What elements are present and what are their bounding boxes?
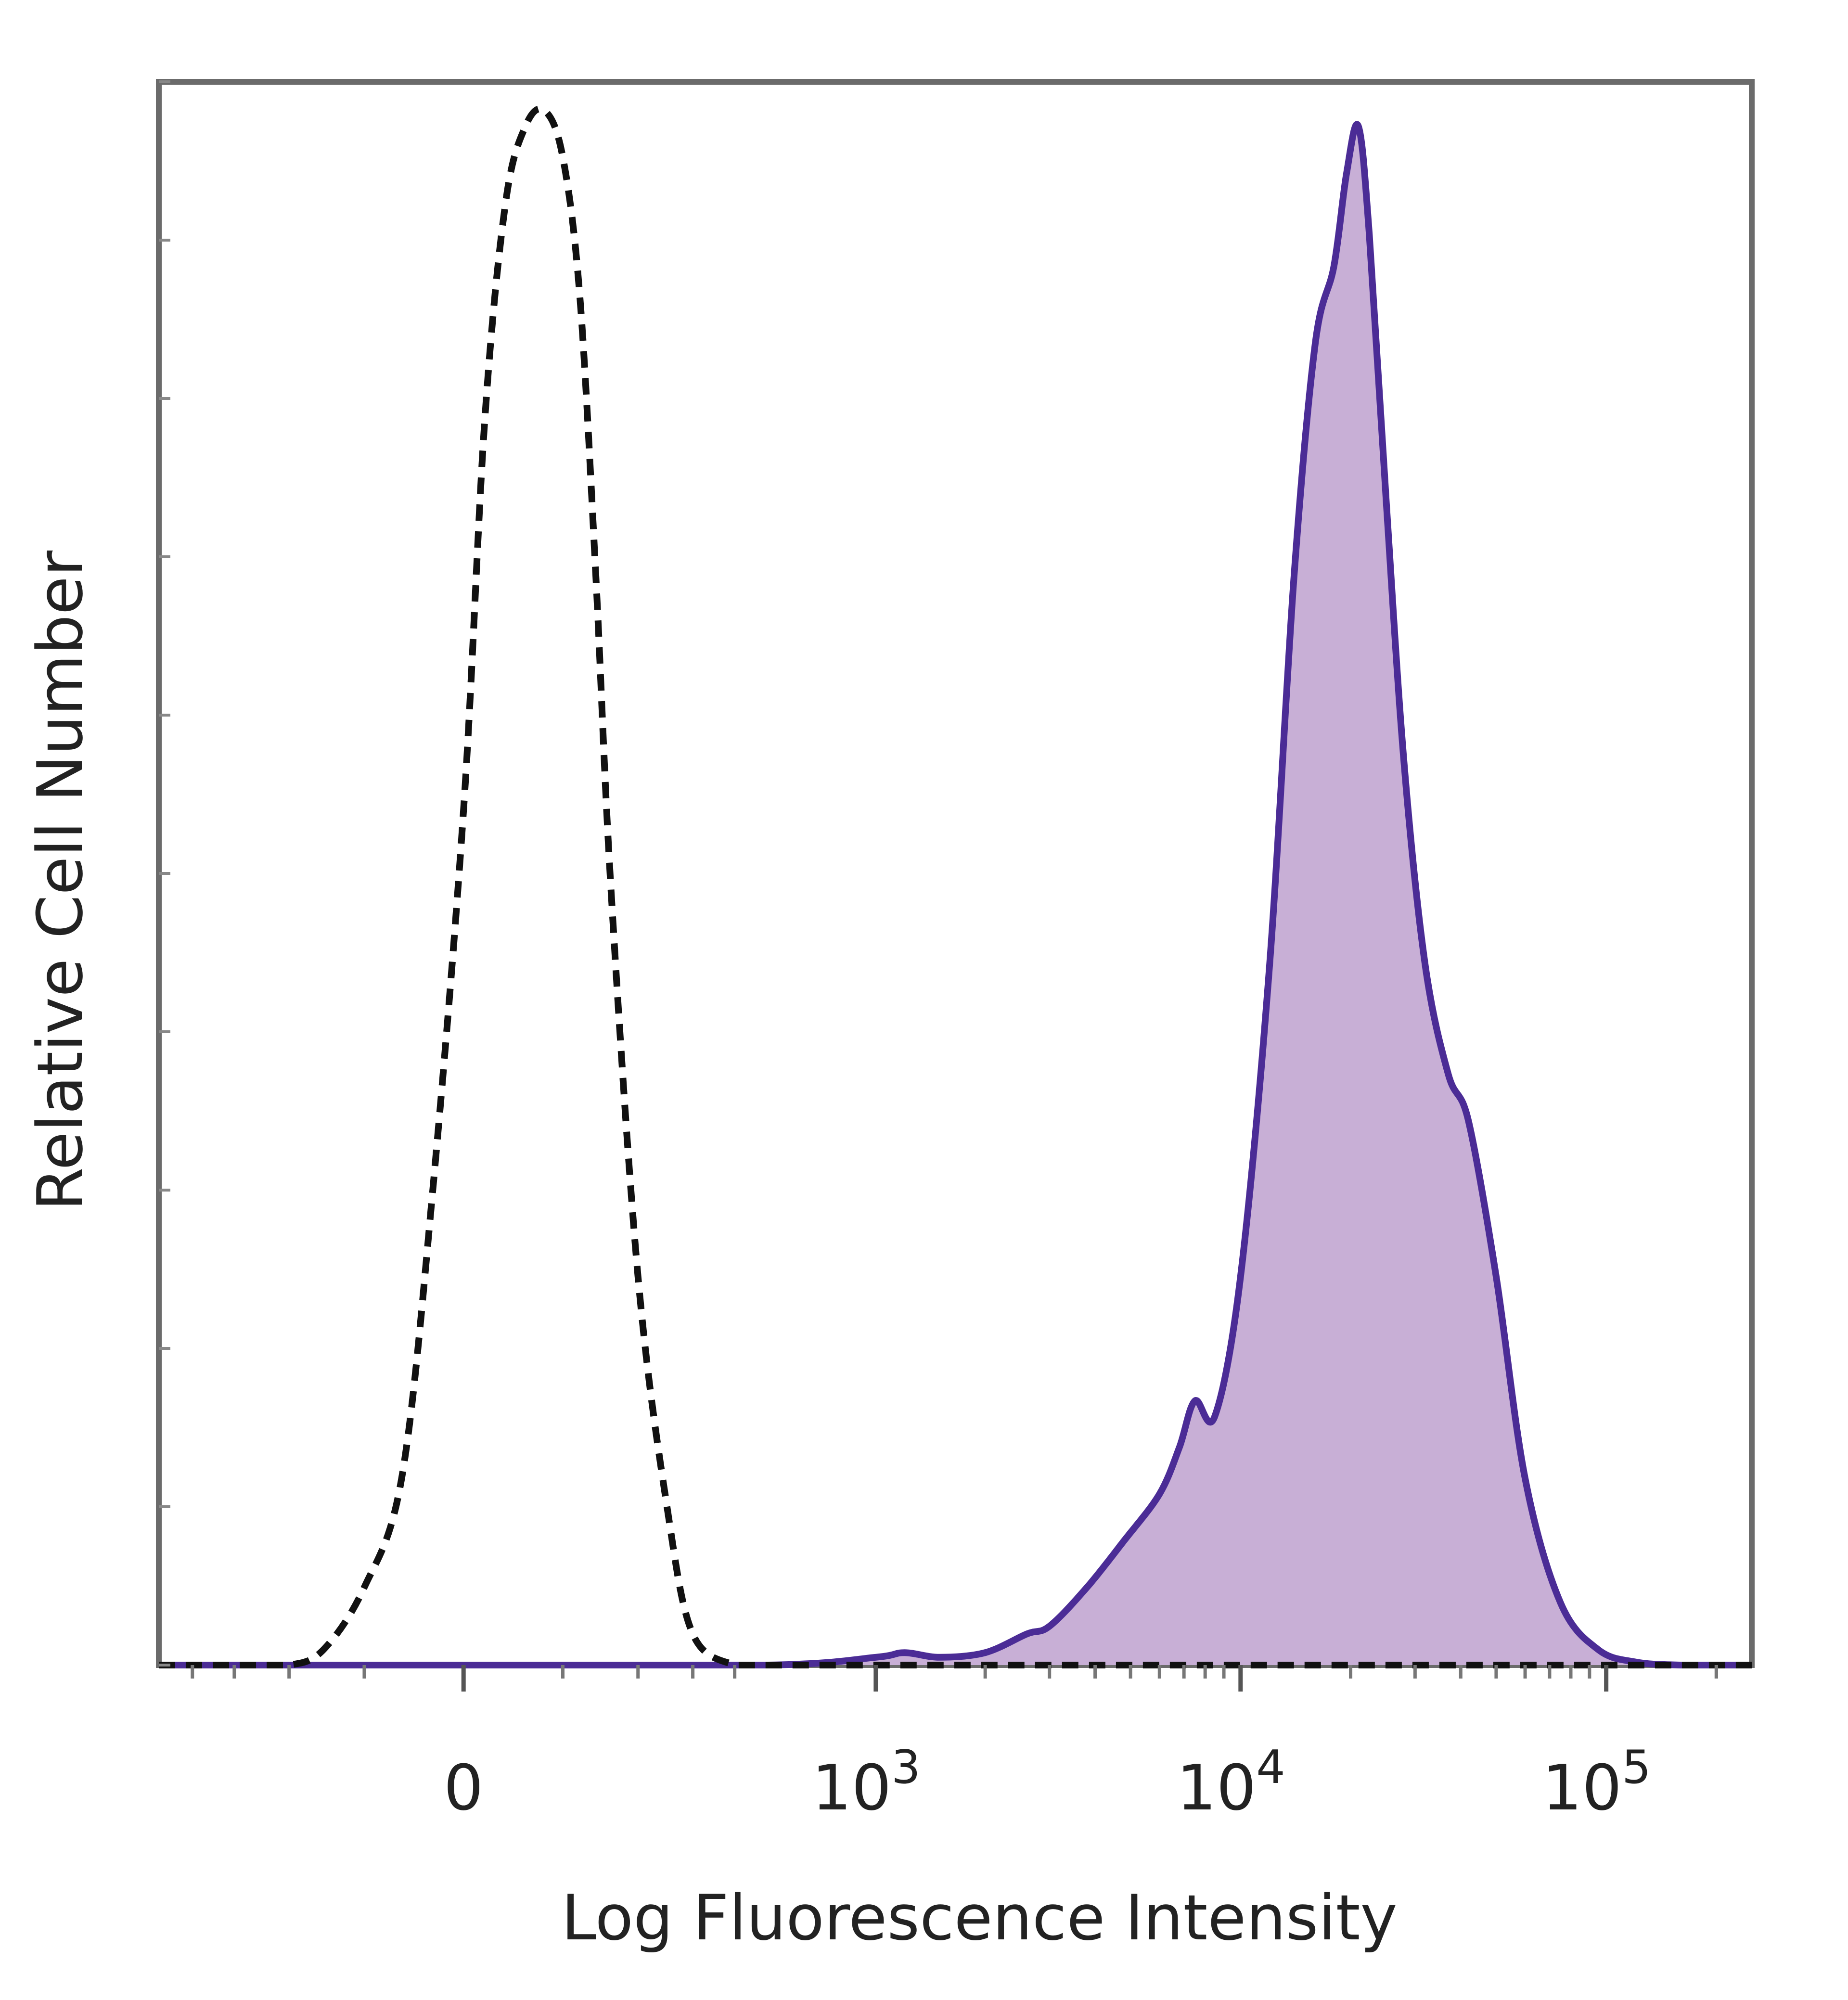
series-0-line — [158, 105, 1752, 1669]
x-tick-label: 105 — [1542, 1741, 1651, 1824]
series-1-line — [158, 121, 1752, 1669]
axis-layer: 0 103 104 105 — [159, 80, 1718, 1824]
x-tick-label: 104 — [1177, 1741, 1285, 1824]
series-1-fill — [159, 124, 1752, 1665]
x-tick-label: 103 — [812, 1741, 921, 1824]
y-axis-label: Relative Cell Number — [24, 550, 97, 1211]
series-layer — [158, 105, 1752, 1669]
x-axis-label: Log Fluorescence Intensity — [561, 1881, 1397, 1954]
x-tick-label: 0 — [444, 1751, 484, 1824]
